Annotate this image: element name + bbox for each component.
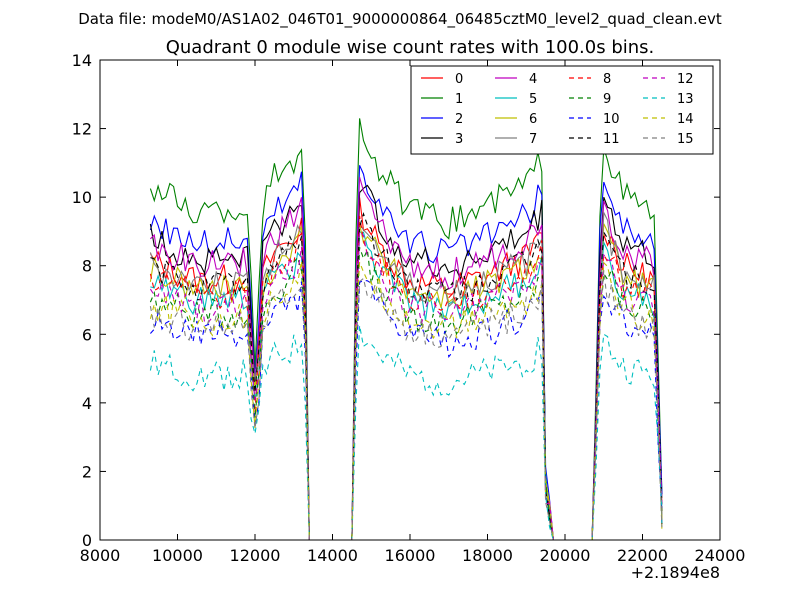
series-line-8 xyxy=(149,215,663,540)
legend-label-7: 7 xyxy=(529,132,537,147)
chart-title: Quadrant 0 module wise count rates with … xyxy=(166,37,655,58)
series-line-6 xyxy=(149,223,663,540)
x-tick-label: 18000 xyxy=(462,546,513,565)
legend-label-12: 12 xyxy=(677,72,694,87)
x-offset-label: +2.1894e8 xyxy=(631,563,720,582)
legend-label-2: 2 xyxy=(455,112,463,127)
y-tick-label: 4 xyxy=(82,394,92,413)
legend-label-9: 9 xyxy=(603,92,611,107)
legend-label-6: 6 xyxy=(529,112,537,127)
series-line-5 xyxy=(150,231,663,540)
x-tick-label: 16000 xyxy=(385,546,436,565)
series-line-11 xyxy=(150,211,663,540)
x-tick-label: 12000 xyxy=(230,546,281,565)
series-line-1 xyxy=(149,118,663,540)
legend-label-1: 1 xyxy=(455,92,463,107)
series-line-0 xyxy=(149,197,663,540)
legend-label-11: 11 xyxy=(603,132,620,147)
legend-label-3: 3 xyxy=(455,132,463,147)
legend-label-15: 15 xyxy=(677,132,694,147)
x-tick-label: 14000 xyxy=(307,546,358,565)
series-line-15 xyxy=(149,270,663,540)
series-line-2 xyxy=(149,165,663,540)
legend-label-10: 10 xyxy=(603,112,620,127)
y-tick-label: 6 xyxy=(82,325,92,344)
y-tick-label: 0 xyxy=(82,531,92,550)
legend-label-14: 14 xyxy=(677,112,694,127)
y-tick-label: 10 xyxy=(72,188,92,207)
y-tick-label: 14 xyxy=(72,51,92,70)
series-line-10 xyxy=(149,279,663,540)
series-line-3 xyxy=(149,184,663,540)
axis-ticks: 8000 10000 12000 14000 16000 18000 20000 22000 2… xyxy=(72,51,746,565)
legend-label-0: 0 xyxy=(455,72,463,87)
x-tick-label: 20000 xyxy=(540,546,591,565)
legend-label-4: 4 xyxy=(529,72,537,87)
chart-suptitle: Data file: modeM0/AS1A02_046T01_90000008… xyxy=(78,10,722,29)
legend-label-13: 13 xyxy=(677,92,694,107)
legend-label-8: 8 xyxy=(603,72,611,87)
series-line-13 xyxy=(149,325,663,540)
series-line-12 xyxy=(149,229,663,540)
x-tick-label: 22000 xyxy=(617,546,668,565)
x-tick-label: 10000 xyxy=(152,546,203,565)
y-tick-label: 12 xyxy=(72,120,92,139)
legend-box xyxy=(410,65,714,155)
plot-lines xyxy=(149,118,663,540)
y-tick-label: 8 xyxy=(82,257,92,276)
y-tick-label: 2 xyxy=(82,462,92,481)
x-tick-label: 24000 xyxy=(695,546,746,565)
x-tick-label: 8000 xyxy=(80,546,121,565)
series-line-7 xyxy=(149,212,663,540)
legend-label-5: 5 xyxy=(529,92,537,107)
series-line-4 xyxy=(150,177,663,540)
